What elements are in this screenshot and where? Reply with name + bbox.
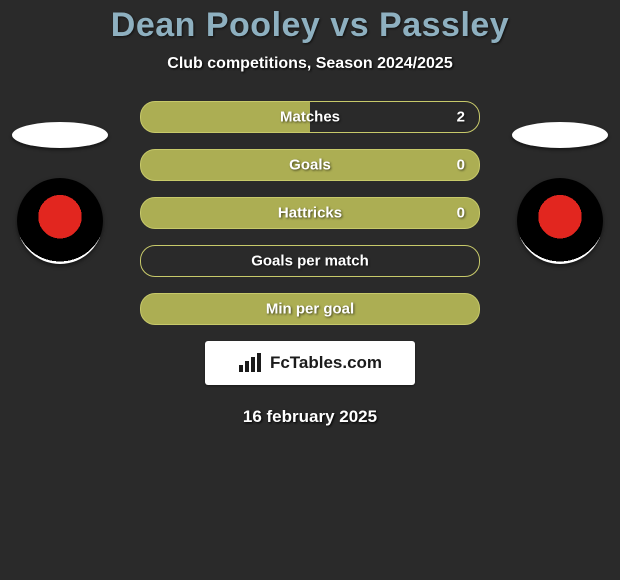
club-crest-left — [17, 178, 103, 264]
stat-label: Matches — [280, 109, 340, 126]
stat-label: Goals — [289, 157, 331, 174]
player-left-column — [10, 122, 110, 264]
page-subtitle: Club competitions, Season 2024/2025 — [0, 55, 620, 73]
fctables-badge[interactable]: FcTables.com — [205, 341, 415, 385]
player-right-silhouette — [512, 122, 608, 148]
player-left-silhouette — [12, 122, 108, 148]
stat-value: 2 — [457, 109, 465, 126]
title-text: Dean Pooley vs Passley — [111, 6, 509, 44]
stat-label: Hattricks — [278, 205, 342, 222]
comparison-card: Dean Pooley vs Passley Club competitions… — [0, 0, 620, 580]
club-crest-right — [517, 178, 603, 264]
page-title: Dean Pooley vs Passley — [0, 0, 620, 45]
stat-bars: Matches 2 Goals 0 Hattricks 0 Goals per … — [140, 101, 480, 325]
stat-value: 0 — [457, 205, 465, 222]
player-right-column — [510, 122, 610, 264]
stat-label: Min per goal — [266, 301, 354, 318]
stat-bar-matches: Matches 2 — [140, 101, 480, 133]
snapshot-date: 16 february 2025 — [0, 407, 620, 427]
bars-icon — [238, 353, 264, 373]
stat-label: Goals per match — [251, 253, 369, 270]
fctables-text: FcTables.com — [270, 353, 382, 373]
stat-bar-goals-per-match: Goals per match — [140, 245, 480, 277]
stat-bar-hattricks: Hattricks 0 — [140, 197, 480, 229]
stat-bar-goals: Goals 0 — [140, 149, 480, 181]
stat-value: 0 — [457, 157, 465, 174]
stat-bar-min-per-goal: Min per goal — [140, 293, 480, 325]
